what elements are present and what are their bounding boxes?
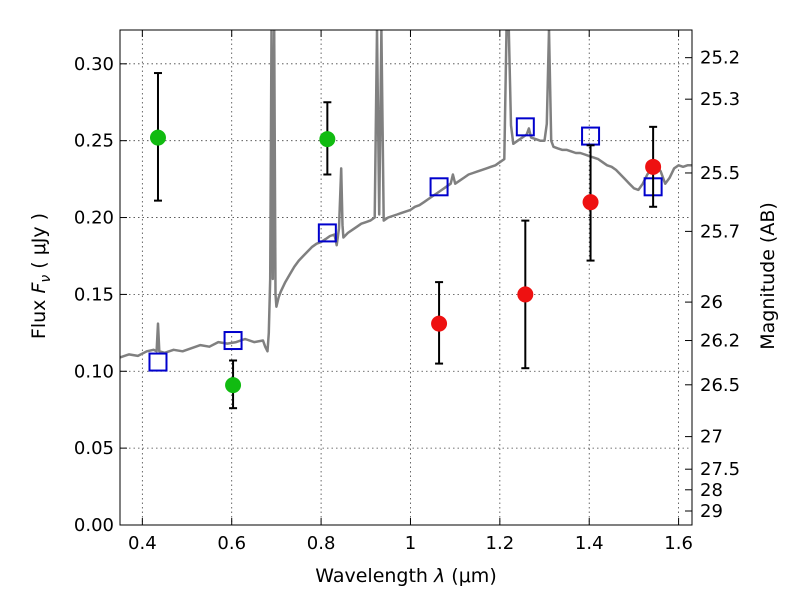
x-tick-label: 0.8	[307, 533, 336, 554]
right-axis-tick-label: 25.3	[700, 89, 740, 110]
model-photometry-square	[223, 331, 243, 351]
observed-photometry-point	[225, 377, 242, 394]
right-axis-tick-label: 27.5	[700, 459, 740, 480]
axis-ticks: 0.4 0.6 0.8 1 1.2 1.4 1.6 0.00 0.05 0.10 0.15 0.20 0…	[74, 30, 740, 554]
y-tick-label: 0.15	[74, 284, 114, 305]
y-tick-label: 0.30	[74, 54, 114, 75]
right-axis-tick-label: 25.5	[700, 163, 740, 184]
y-tick-label: 0.25	[74, 131, 114, 152]
observed-photometry-point	[431, 315, 448, 332]
observed-photometry-point	[645, 158, 662, 175]
y-tick-label: 0.10	[74, 361, 114, 382]
x-tick-label: 1.2	[486, 533, 515, 554]
observed-photometry-point	[517, 286, 534, 303]
right-axis-tick-label: 27	[700, 427, 723, 448]
observed-photometry-point	[319, 131, 336, 148]
x-tick-label: 0.4	[128, 533, 157, 554]
x-tick-label: 1.6	[664, 533, 693, 554]
x-axis-label: Wavelength λ (μm)	[315, 565, 496, 587]
spectrum-layer	[120, 30, 692, 359]
right-axis-label: Magnitude (AB)	[757, 202, 779, 350]
model-photometry-square	[317, 223, 337, 243]
model-photometry-square	[148, 352, 168, 372]
y-tick-label: 0.05	[74, 438, 114, 459]
y-axis-label: Flux Fν ( μJy )	[28, 213, 54, 339]
y-tick-label: 0.20	[74, 208, 114, 229]
right-axis-tick-label: 26.5	[700, 375, 740, 396]
model-photometry-square	[581, 126, 601, 146]
right-axis-tick-label: 25.2	[700, 48, 740, 69]
right-axis-tick-label: 29	[700, 501, 723, 522]
x-tick-label: 1	[405, 533, 416, 554]
y-tick-label: 0.00	[74, 515, 114, 536]
photometry-layer	[148, 72, 663, 410]
x-tick-label: 1.4	[575, 533, 604, 554]
grid	[120, 30, 692, 526]
observed-photometry-point	[582, 194, 599, 211]
x-tick-label: 0.6	[217, 533, 246, 554]
plot-frame	[119, 29, 693, 526]
spectrum-line	[120, 30, 692, 359]
right-axis-tick-label: 26.2	[700, 331, 740, 352]
right-axis-tick-label: 26	[700, 292, 723, 313]
right-axis-tick-label: 28	[700, 480, 723, 501]
right-axis-tick-label: 25.7	[700, 221, 740, 242]
observed-photometry-point	[149, 129, 166, 146]
model-photometry-square	[515, 117, 535, 137]
model-photometry-square	[429, 177, 449, 197]
